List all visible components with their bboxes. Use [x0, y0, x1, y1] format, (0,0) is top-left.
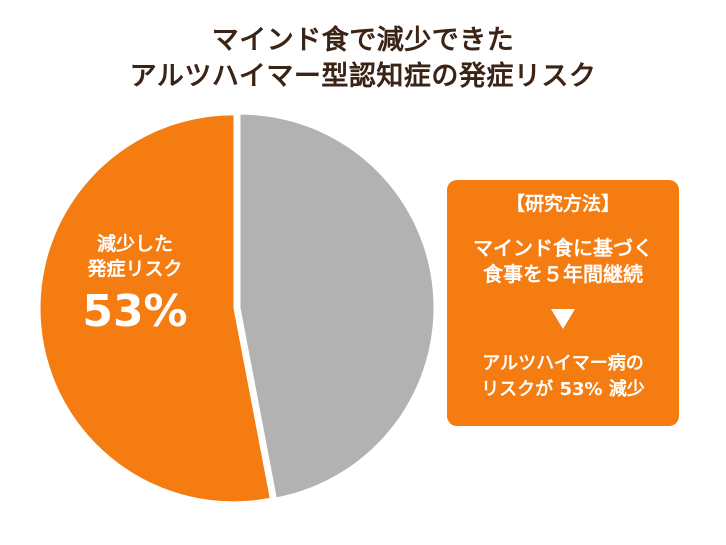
info-box: 【研究方法】 マインド食に基づく 食事を５年間継続 アルツハイマー病の リスクが… [447, 180, 679, 426]
info-box-line-1: マインド食に基づく [473, 236, 653, 260]
info-box-line-3: アルツハイマー病の [482, 353, 644, 374]
pie-label-line-2: 発症リスク [87, 258, 183, 280]
pie-slice-remaining [240, 114, 434, 498]
info-box-line-2: 食事を５年間継続 [483, 262, 643, 286]
pie-slice-reduced-risk [40, 115, 270, 502]
pie-label-line-1: 減少した [96, 233, 173, 255]
info-box-line-4: リスクが 53% 減少 [481, 379, 645, 400]
info-box-heading: 【研究方法】 [505, 193, 620, 215]
chart-title-line-1: マインド食で減少できた [211, 25, 515, 56]
chart-title-line-2: アルツハイマー型認知症の発症リスク [129, 61, 597, 92]
down-triangle-icon [551, 309, 575, 329]
pie-value-label: 53% [82, 286, 188, 337]
